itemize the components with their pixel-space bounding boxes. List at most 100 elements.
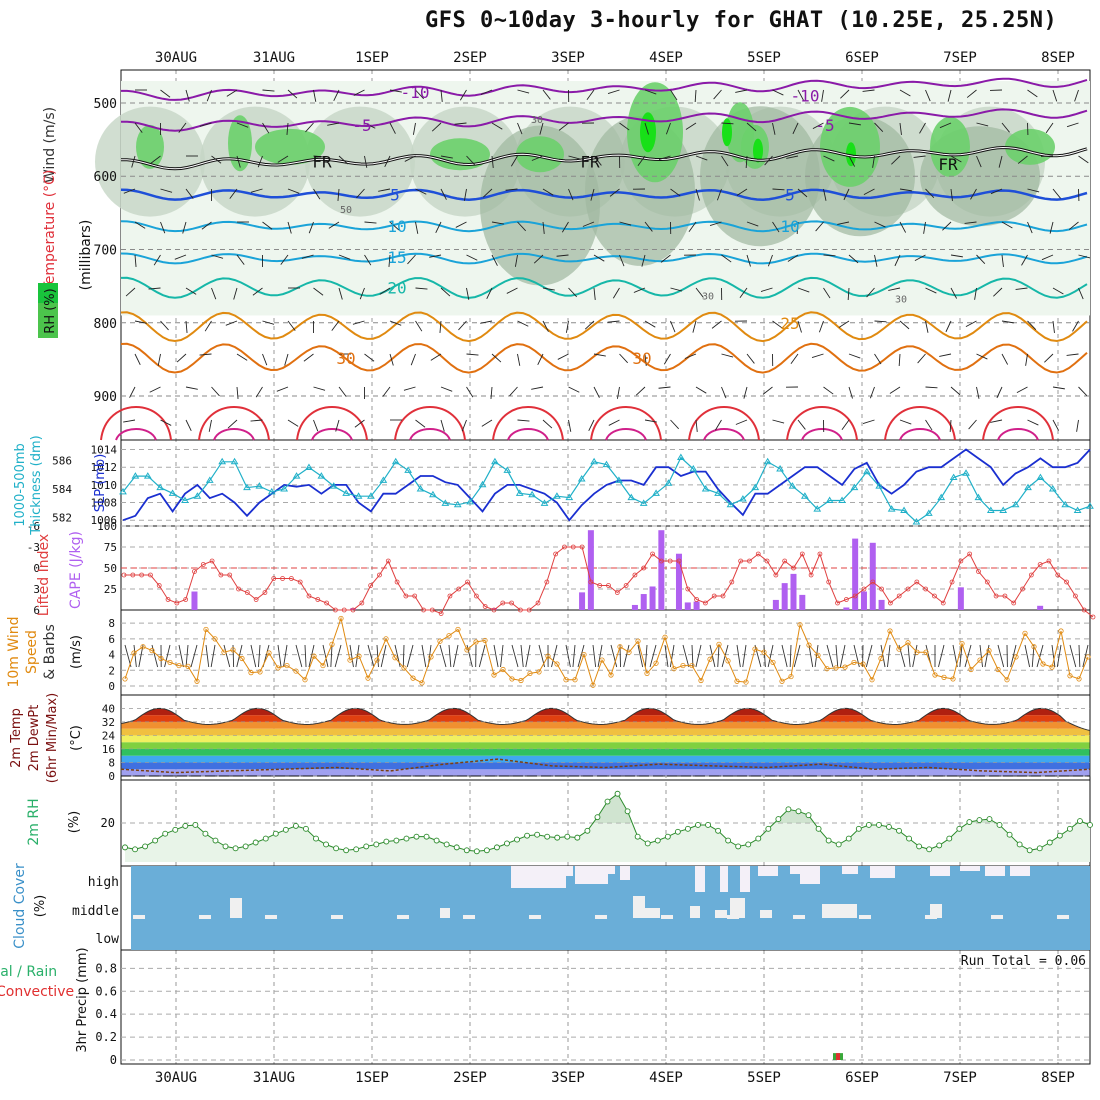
rh-marker [855, 825, 862, 832]
thickness-axis-label-a: 1000-500mb [13, 443, 28, 527]
wind-barb [1001, 320, 1014, 324]
wind-barb [1066, 353, 1079, 356]
wind-barb-10m [520, 644, 524, 668]
rh-marker [192, 822, 199, 828]
wind-barb [964, 221, 977, 224]
wind-barb-10m [695, 644, 702, 668]
wind-barb-10m [402, 644, 405, 668]
wind-barb-10m [572, 644, 576, 668]
precip-tick-label: 0.4 [95, 1007, 117, 1021]
lifted-index-marker [773, 572, 779, 578]
lifted-index-marker [923, 586, 929, 592]
wind-barb [739, 287, 748, 298]
wind-speed-marker [482, 637, 488, 644]
precip-tick-label: 0.8 [95, 961, 117, 975]
thickness-tick-label: 582 [52, 512, 72, 525]
rh-shade-green [930, 116, 970, 177]
wind-barb [685, 122, 697, 130]
wind-barb [352, 320, 365, 325]
temp-band [121, 769, 1090, 776]
wind-barb-10m [190, 644, 198, 668]
lifted-index-marker [500, 600, 506, 606]
cloud-high-block [565, 866, 573, 876]
lifted-index-marker [306, 593, 312, 599]
wind-barb-10m [839, 644, 846, 668]
wind-speed-marker [779, 678, 785, 684]
lifted-index-marker [1002, 593, 1008, 599]
cloud-high-block [720, 866, 728, 892]
cloud-high-block [800, 866, 820, 884]
thickness-marker [404, 466, 413, 473]
wind-barb [337, 188, 340, 201]
wind-barb [874, 254, 878, 267]
cloud-high-block [695, 866, 705, 892]
thickness-marker [763, 457, 772, 465]
wind-barb-10m [406, 644, 414, 668]
wind-speed-marker [950, 676, 956, 682]
cloud-low-block [199, 915, 211, 919]
lifted-index-marker [341, 607, 347, 613]
wind-barb [812, 122, 824, 130]
wind-barb [670, 89, 678, 101]
thickness-marker [776, 464, 784, 472]
wind-barb-10m [295, 644, 303, 668]
wind-barb-10m [439, 644, 447, 668]
pressure-tick-label: 600 [94, 170, 117, 185]
isotherm-40 [213, 428, 255, 441]
wind-barb [787, 254, 799, 262]
cloud-low-block [727, 915, 739, 919]
date-label-top: 30AUG [155, 50, 197, 66]
wind-barb [415, 320, 423, 332]
wind-barb [1015, 287, 1028, 290]
wind-speed-marker [1049, 664, 1055, 670]
thickness-marker [540, 499, 549, 506]
wind-barb [517, 320, 529, 327]
rh-marker [624, 808, 631, 815]
wind-barb [338, 386, 347, 397]
slp-tick-label: 1008 [91, 497, 118, 510]
lifted-index-marker [526, 607, 532, 613]
thickness-marker [267, 487, 276, 495]
wind-barb-10m [865, 644, 873, 668]
isotherm-label: 20 [387, 279, 406, 298]
rh-marker [1046, 839, 1053, 846]
wind-barb [588, 419, 595, 431]
wind-barb [862, 89, 875, 92]
wind-barb [874, 320, 887, 323]
isotherm-10 [120, 220, 1088, 233]
wind-barb [619, 254, 625, 267]
wind-speed-marker [509, 676, 515, 682]
temp-band [121, 708, 1090, 716]
wind-barb-10m [185, 644, 189, 668]
wind-barb [772, 320, 783, 329]
cape-bar [675, 553, 682, 610]
pressure-tick-label: 700 [94, 244, 117, 259]
pressure-tick-label: 900 [94, 390, 117, 405]
wind-barb [338, 254, 351, 260]
wind-barb [440, 188, 447, 200]
wind-barb [772, 122, 776, 135]
wind-barb [736, 188, 748, 196]
thickness-line [122, 456, 1091, 523]
wind-barb [593, 386, 600, 398]
wind-barb [287, 419, 299, 427]
lifted-index-marker [553, 551, 559, 557]
wind-barb-10m [133, 644, 137, 668]
wind-barb [287, 221, 292, 234]
wind-barb [593, 287, 596, 300]
wind-barb [276, 386, 289, 392]
wind-speed-marker [1040, 661, 1046, 667]
isotherm-40 [801, 428, 843, 441]
cloud-low-block [265, 915, 277, 919]
wind-barb [590, 188, 595, 201]
wind-speed-marker [311, 653, 317, 659]
wind-speed-marker [518, 677, 524, 684]
rh-marker [865, 822, 872, 828]
lifted-index-marker [280, 576, 285, 581]
cape-tick-label: 25 [104, 583, 117, 596]
wind-barb [439, 320, 442, 333]
lifted-index-marker [826, 579, 832, 585]
stability-panel: 100 75 50 25 -6 -3 0 3 6 [27, 520, 1096, 620]
wind-barb-10m [736, 644, 741, 668]
isotherm-label: 10 [780, 217, 799, 236]
